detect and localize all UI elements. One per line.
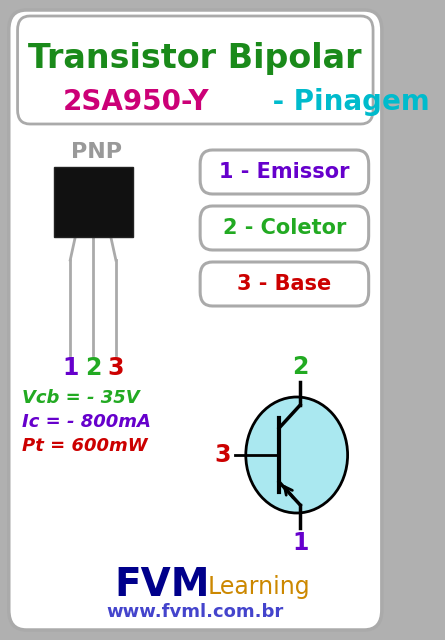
- FancyBboxPatch shape: [200, 150, 368, 194]
- Text: - Pinagem: - Pinagem: [263, 88, 430, 116]
- Text: 1 - Emissor: 1 - Emissor: [219, 162, 350, 182]
- Text: Ic = - 800mA: Ic = - 800mA: [22, 413, 151, 431]
- Text: 1: 1: [62, 356, 78, 380]
- Text: 3: 3: [108, 356, 124, 380]
- Text: 2 - Coletor: 2 - Coletor: [223, 218, 346, 238]
- Text: 2SA950-Y: 2SA950-Y: [63, 88, 210, 116]
- Text: 3 - Base: 3 - Base: [237, 274, 332, 294]
- FancyBboxPatch shape: [200, 262, 368, 306]
- Text: www.fvml.com.br: www.fvml.com.br: [106, 603, 283, 621]
- Text: PNP: PNP: [71, 142, 122, 162]
- Text: 1: 1: [292, 531, 308, 555]
- FancyBboxPatch shape: [53, 167, 133, 237]
- FancyBboxPatch shape: [17, 16, 373, 124]
- Text: 2: 2: [292, 355, 308, 379]
- Text: 2: 2: [85, 356, 101, 380]
- Text: Vcb = - 35V: Vcb = - 35V: [22, 389, 140, 407]
- Ellipse shape: [246, 397, 348, 513]
- Text: Pt = 600mW: Pt = 600mW: [22, 437, 148, 455]
- Text: Transistor Bipolar: Transistor Bipolar: [28, 42, 362, 74]
- Text: 3: 3: [215, 443, 231, 467]
- FancyBboxPatch shape: [200, 206, 368, 250]
- FancyBboxPatch shape: [9, 10, 382, 630]
- Text: Learning: Learning: [208, 575, 310, 599]
- Text: FVM: FVM: [115, 566, 210, 604]
